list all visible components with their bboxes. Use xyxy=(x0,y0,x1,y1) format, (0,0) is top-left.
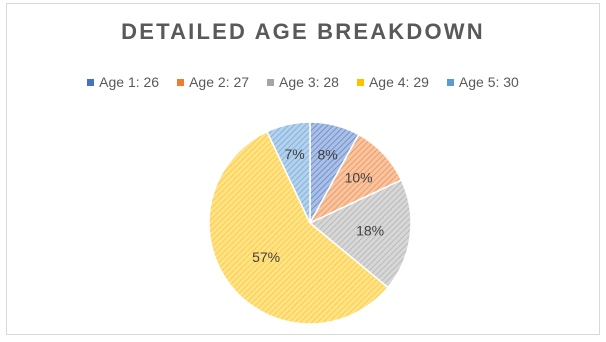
legend-swatch-age-3 xyxy=(267,78,275,86)
pie-label-age-3: 18% xyxy=(356,223,384,239)
legend-item-age-2: Age 2: 27 xyxy=(177,74,249,90)
pie-slice-age-4 xyxy=(208,130,389,325)
pie-labels: 8% 10% 18% 57% 7% xyxy=(252,146,384,265)
legend-item-age-1: Age 1: 26 xyxy=(87,74,159,90)
legend-swatch-age-1 xyxy=(87,78,95,86)
legend-label-age-1: Age 1: 26 xyxy=(99,74,160,90)
pie-slices xyxy=(208,121,412,325)
pie-label-age-5: 7% xyxy=(284,146,304,162)
legend-label-age-4: Age 4: 29 xyxy=(368,74,429,90)
legend-item-age-5: Age 5: 30 xyxy=(446,74,519,90)
legend-label-age-2: Age 2: 27 xyxy=(189,74,250,90)
legend-swatch-age-4 xyxy=(356,78,364,86)
pie-slice-age-5 xyxy=(266,121,311,224)
pie-slice-age-3 xyxy=(308,179,412,289)
legend-swatch-age-2 xyxy=(177,78,185,86)
chart-title: DETAILED AGE BREAKDOWN xyxy=(121,19,485,44)
legend-item-age-4: Age 4: 29 xyxy=(356,74,429,90)
chart-legend: Age 1: 26 Age 2: 27 Age 3: 28 Age 4: 29 … xyxy=(0,74,606,90)
legend-label-age-5: Age 5: 30 xyxy=(458,74,519,90)
legend-item-age-3: Age 3: 28 xyxy=(267,74,339,90)
legend-swatch-age-5 xyxy=(446,78,454,86)
pie-label-age-2: 10% xyxy=(345,169,373,185)
pie-label-age-4: 57% xyxy=(252,249,280,265)
pie-label-age-1: 8% xyxy=(317,147,337,163)
legend-label-age-3: Age 3: 28 xyxy=(279,74,339,90)
